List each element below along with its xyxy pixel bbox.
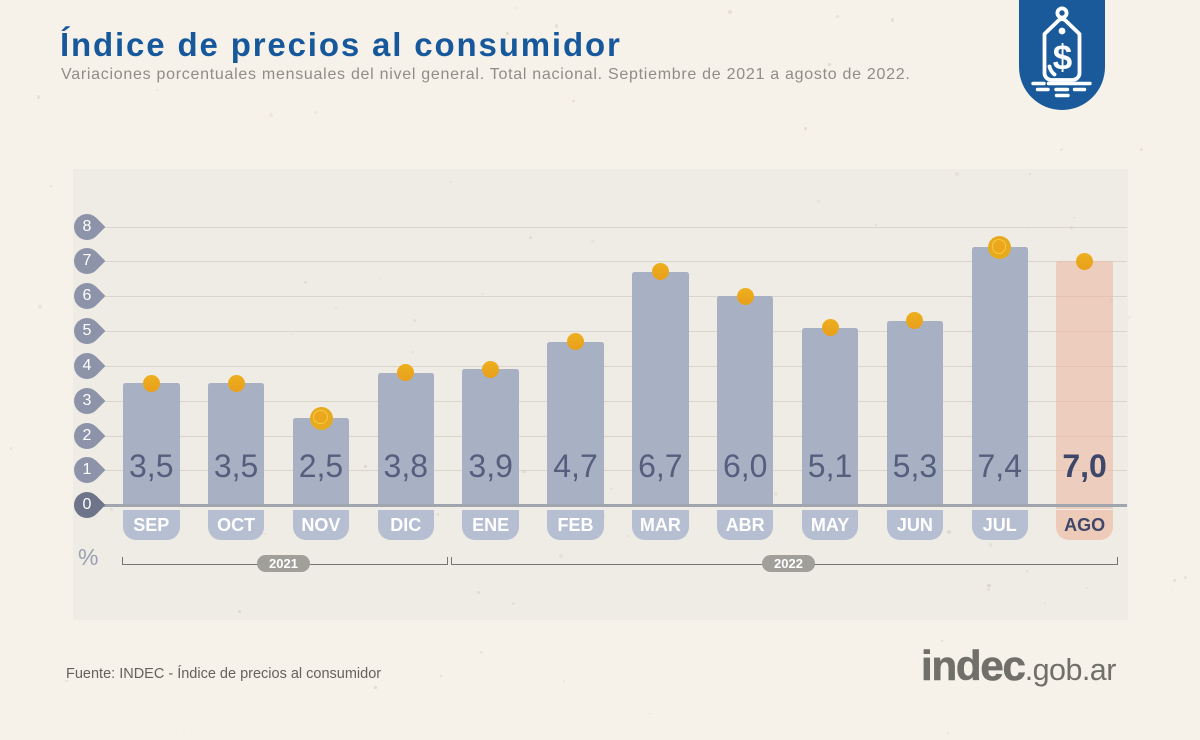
svg-text:$: $: [1053, 39, 1072, 78]
